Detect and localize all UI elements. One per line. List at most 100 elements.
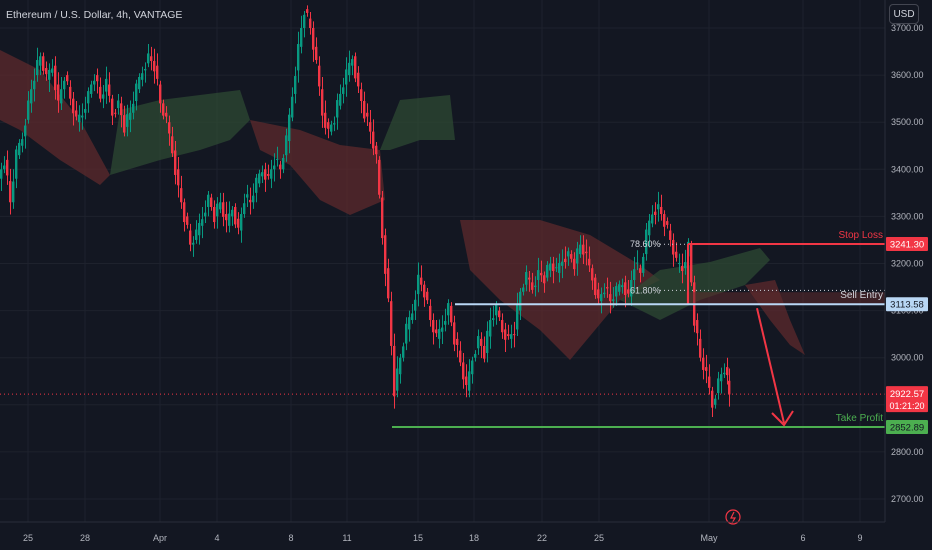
- candle-body: [432, 320, 435, 333]
- candle-body: [222, 202, 225, 217]
- candle-body: [462, 362, 465, 380]
- candle-body: [99, 86, 102, 99]
- candle-body: [237, 218, 240, 228]
- candle-body: [477, 336, 480, 349]
- candle-body: [216, 203, 219, 217]
- candle-body: [621, 285, 624, 288]
- candle-body: [603, 292, 606, 295]
- take-profit-value: 2852.89: [890, 422, 924, 433]
- cloud-segment: [110, 90, 250, 175]
- candle-body: [435, 329, 438, 334]
- candle-body: [108, 84, 111, 96]
- sell-zone: [686, 292, 885, 305]
- candle-body: [483, 345, 486, 359]
- candle-body: [399, 357, 402, 375]
- candle-body: [384, 235, 387, 274]
- candle-body: [582, 244, 585, 255]
- candle-body: [45, 68, 48, 75]
- price-axis[interactable]: 3700.00 3600.00 3500.00 3400.00 3300.00 3200.…: [884, 0, 928, 522]
- candle-body: [42, 56, 45, 71]
- price-tick-label: 2700.00: [891, 494, 924, 504]
- candle-body: [60, 89, 63, 104]
- cloud-segment: [460, 220, 660, 360]
- candle-body: [309, 18, 312, 28]
- candle-body: [252, 195, 255, 203]
- candle-body: [492, 318, 495, 321]
- candle-body: [579, 244, 582, 255]
- candle-body: [627, 289, 630, 294]
- candle-body: [240, 214, 243, 231]
- candle-body: [504, 329, 507, 340]
- candle-body: [591, 268, 594, 281]
- candle-body: [6, 159, 9, 176]
- candle-body: [510, 334, 513, 339]
- candle-body: [696, 320, 699, 334]
- candle-body: [390, 301, 393, 346]
- candle-body: [480, 338, 483, 346]
- candle-body: [15, 149, 18, 179]
- chart-title: Ethereum / U.S. Dollar, 4h, VANTAGE: [6, 9, 183, 21]
- candle-body: [120, 103, 123, 116]
- candle-body: [348, 62, 351, 76]
- candle-body: [612, 299, 615, 302]
- candle-body: [219, 202, 222, 210]
- candle-body: [156, 65, 159, 79]
- cloud-segment: [250, 120, 385, 215]
- candle-body: [21, 139, 24, 146]
- candle-body: [18, 142, 21, 156]
- candle-body: [648, 220, 651, 236]
- candle-body: [501, 320, 504, 333]
- candle-body: [75, 110, 78, 117]
- candle-body: [537, 270, 540, 280]
- candle-body: [672, 239, 675, 255]
- candle-body: [555, 267, 558, 269]
- sell-entry-label: Sell Entry: [840, 290, 883, 301]
- candle-body: [633, 269, 636, 280]
- candle-body: [114, 112, 117, 114]
- candle-body: [618, 284, 621, 292]
- candle-body: [366, 112, 369, 117]
- candle-body: [30, 89, 33, 104]
- candle-body: [516, 304, 519, 330]
- candle-body: [528, 277, 531, 280]
- candle-body: [162, 103, 165, 116]
- candle-body: [372, 131, 375, 149]
- candle-body: [474, 353, 477, 358]
- candle-body: [486, 330, 489, 353]
- candle-body: [183, 202, 186, 223]
- target-arrow-head: [771, 410, 794, 427]
- candle-body: [297, 44, 300, 71]
- candle-body: [255, 177, 258, 193]
- candle-body: [723, 372, 726, 375]
- candle-body: [549, 263, 552, 271]
- currency-button[interactable]: USD: [889, 4, 919, 24]
- candle-body: [681, 265, 684, 272]
- time-axis[interactable]: 25 28 Apr 4 8 11 15 18 22 25 May 6 9: [0, 521, 885, 543]
- candle-body: [231, 209, 234, 217]
- candle-body: [267, 174, 270, 176]
- candle-body: [393, 345, 396, 397]
- time-tick-label: 15: [413, 533, 423, 543]
- candle-body: [447, 303, 450, 316]
- candle-body: [489, 320, 492, 337]
- candle-body: [168, 122, 171, 134]
- candle-body: [78, 114, 81, 123]
- candle-body: [405, 323, 408, 344]
- candle-body: [408, 317, 411, 330]
- candle-body: [258, 173, 261, 184]
- candle-body: [567, 251, 570, 257]
- candle-body: [132, 103, 135, 113]
- price-tick-label: 2800.00: [891, 447, 924, 457]
- candle-body: [360, 89, 363, 102]
- candle-body: [543, 275, 546, 284]
- candle-body: [594, 277, 597, 296]
- candle-body: [33, 80, 36, 90]
- candle-body: [9, 181, 12, 203]
- candle-body: [459, 350, 462, 363]
- candle-body: [261, 172, 264, 177]
- candle-body: [198, 222, 201, 236]
- candle-body: [225, 214, 228, 221]
- candle-body: [93, 80, 96, 85]
- fib-label: 78.60%: [630, 239, 661, 249]
